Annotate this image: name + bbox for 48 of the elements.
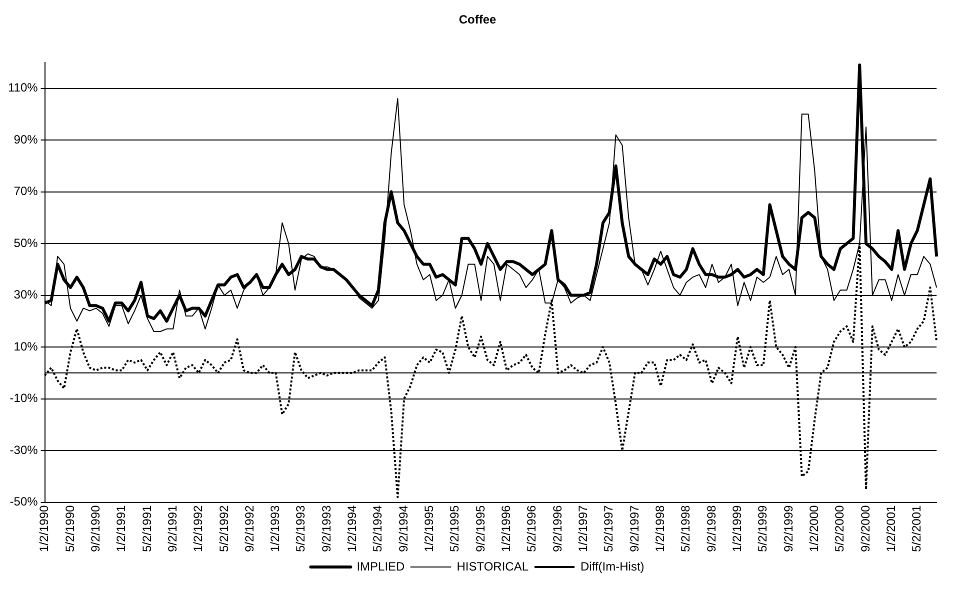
x-tick-label: 1/2/1996 xyxy=(499,504,514,552)
x-tick-label: 5/2/1994 xyxy=(370,504,385,552)
y-tick-label: 70% xyxy=(14,184,38,198)
x-tick-label: 1/2/1993 xyxy=(268,504,282,552)
x-tick-label: 1/2/1998 xyxy=(653,504,668,552)
x-tick-label: 9/2/2000 xyxy=(858,504,872,552)
y-tick-label: 30% xyxy=(14,288,38,302)
x-tick-label: 1/2/1991 xyxy=(114,504,128,552)
x-tick-label: 9/2/1994 xyxy=(396,504,410,552)
x-tick-label: 5/2/1995 xyxy=(448,504,462,552)
x-tick-label: 5/2/2001 xyxy=(910,504,924,552)
legend-label: IMPLIED xyxy=(356,559,406,574)
chart-title: Coffee xyxy=(458,12,496,27)
legend-label: Diff(Im-Hist) xyxy=(580,559,644,574)
x-tick-label: 9/2/1999 xyxy=(781,504,796,552)
x-tick-label: 5/2/1992 xyxy=(216,504,231,552)
x-tick-label: 9/2/1990 xyxy=(88,504,102,552)
x-tick-label: 5/2/1997 xyxy=(602,504,616,552)
x-tick-label: 1/2/1999 xyxy=(730,504,744,552)
x-tick-label: 1/2/1992 xyxy=(191,504,206,552)
y-tick-label: -10% xyxy=(10,391,38,406)
x-tick-label: 5/2/1998 xyxy=(678,504,693,552)
x-tick-label: 1/2/1994 xyxy=(345,504,360,552)
x-tick-label: 1/2/1990 xyxy=(37,504,52,552)
x-tick-label: 1/2/1995 xyxy=(422,504,436,552)
x-tick-label: 5/2/1993 xyxy=(294,504,308,552)
x-tick-label: 9/2/1998 xyxy=(704,504,718,552)
x-tick-label: 9/2/1996 xyxy=(550,504,564,552)
x-tick-label: 9/2/1995 xyxy=(473,504,488,552)
x-tick-label: 1/2/2001 xyxy=(884,504,898,552)
x-tick-label: 1/2/2000 xyxy=(807,504,822,552)
y-tick-label: 10% xyxy=(14,339,38,354)
x-tick-label: 9/2/1992 xyxy=(242,504,256,552)
y-tick-label: -50% xyxy=(10,494,38,509)
x-tick-label: 9/2/1997 xyxy=(627,504,642,552)
x-tick-label: 5/2/1991 xyxy=(140,504,154,552)
x-tick-label: 9/2/1993 xyxy=(319,504,334,552)
x-tick-label: 1/2/1997 xyxy=(576,504,590,552)
y-tick-label: 50% xyxy=(14,236,38,250)
legend-label: HISTORICAL xyxy=(456,559,529,574)
y-tick-label: 110% xyxy=(8,80,38,95)
x-tick-label: 5/2/1996 xyxy=(524,504,539,552)
x-tick-label: 5/2/2000 xyxy=(832,504,847,552)
y-tick-label: 90% xyxy=(14,132,38,146)
x-tick-label: 5/2/1990 xyxy=(62,504,77,552)
x-tick-label: 5/2/1999 xyxy=(756,504,770,552)
y-tick-label: -30% xyxy=(10,442,38,457)
x-tick-label: 9/2/1991 xyxy=(165,504,180,552)
